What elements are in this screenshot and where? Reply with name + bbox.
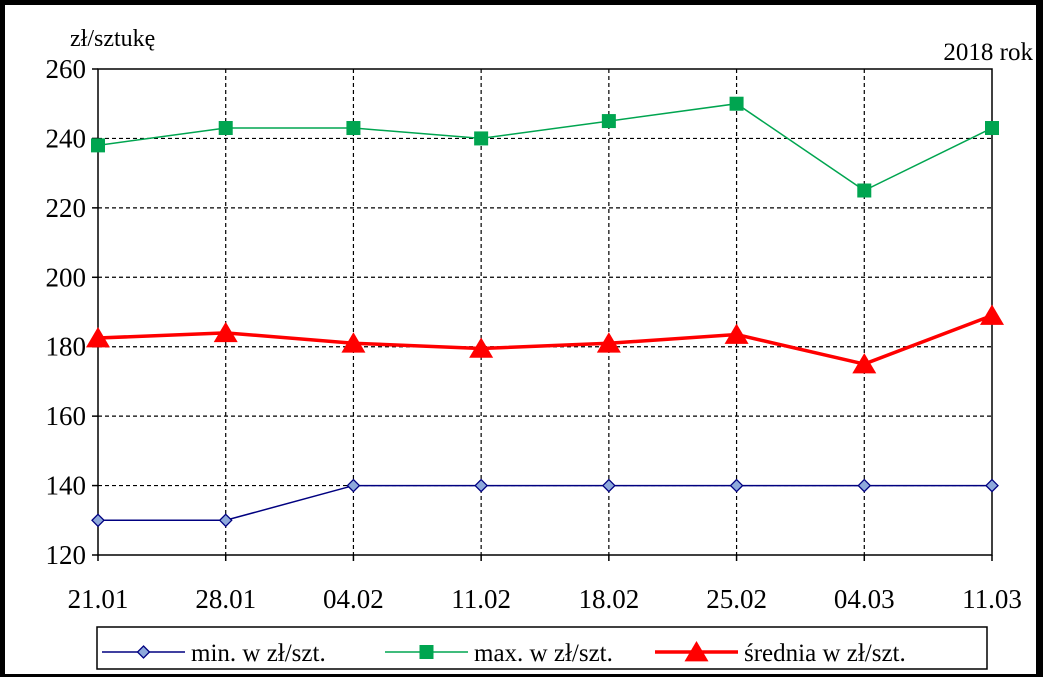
- y-axis-label: zł/sztukę: [70, 26, 155, 52]
- data-point: [86, 327, 110, 348]
- x-tick-label: 04.03: [834, 584, 895, 614]
- series-line: [97, 102, 993, 192]
- data-point: [601, 114, 616, 129]
- data-point: [857, 478, 872, 493]
- legend-marker: [684, 641, 709, 662]
- x-tick-label: 21.01: [68, 584, 129, 614]
- grid-lines: [98, 69, 992, 555]
- x-tick-label: 18.02: [578, 584, 639, 614]
- data-point: [218, 121, 233, 136]
- y-tick-label: 240: [46, 123, 87, 153]
- series-square: [91, 96, 999, 198]
- legend-label: max. w zł/szt.: [474, 640, 613, 667]
- data-point: [474, 131, 489, 146]
- y-tick-label: 120: [46, 540, 87, 570]
- legend-box: [96, 626, 988, 670]
- data-point: [469, 337, 494, 358]
- legend-item: min. w zł/szt.: [102, 640, 326, 667]
- data-point: [91, 138, 105, 153]
- data-point: [601, 478, 616, 493]
- data-point: [596, 332, 621, 353]
- data-point: [218, 513, 233, 528]
- data-point: [474, 478, 489, 493]
- data-point: [724, 323, 749, 344]
- legend: min. w zł/szt. max. w zł/szt. średnia w zł…: [96, 626, 988, 670]
- series-line: [97, 313, 993, 366]
- plot-area: [97, 68, 993, 556]
- data-series: [86, 96, 1004, 528]
- series-diamond: [91, 478, 999, 528]
- data-point: [980, 304, 1004, 325]
- x-axis-ticks: 21.01 28.01 04.02 11.02 18.02 25.02 04.03 11.03: [68, 555, 1022, 614]
- x-tick-label: 28.01: [195, 584, 256, 614]
- data-point: [91, 513, 105, 528]
- x-tick-label: 04.02: [323, 584, 384, 614]
- legend-item: max. w zł/szt.: [385, 640, 613, 667]
- legend-label: min. w zł/szt.: [191, 640, 326, 667]
- legend-item: średnia w zł/szt.: [655, 640, 906, 667]
- data-point: [857, 183, 872, 198]
- data-point: [346, 121, 361, 136]
- y-tick-label: 180: [46, 332, 87, 362]
- legend-marker: [419, 645, 434, 659]
- legend-label: średnia w zł/szt.: [744, 640, 906, 667]
- data-point: [213, 321, 238, 343]
- y-tick-label: 220: [46, 193, 87, 223]
- x-tick-label: 11.02: [451, 584, 511, 614]
- y-tick-label: 200: [46, 262, 87, 292]
- year-annotation: 2018 rok: [943, 39, 1033, 66]
- data-point: [729, 96, 744, 111]
- x-tick-label: 25.02: [706, 584, 767, 614]
- data-point: [341, 332, 366, 353]
- y-tick-label: 140: [46, 471, 87, 501]
- legend-marker: [136, 645, 151, 659]
- series-triangle: [86, 304, 1004, 374]
- x-tick-label: 11.03: [962, 584, 1022, 614]
- data-point: [729, 478, 744, 493]
- series-line: [98, 484, 992, 522]
- data-point: [852, 353, 877, 374]
- data-point: [346, 478, 361, 493]
- data-point: [985, 121, 999, 136]
- y-tick-label: 160: [46, 401, 87, 431]
- y-axis-ticks: 120 140 160 180 200 220 240 260: [46, 54, 98, 570]
- data-point: [985, 478, 999, 493]
- y-tick-label: 260: [46, 54, 87, 84]
